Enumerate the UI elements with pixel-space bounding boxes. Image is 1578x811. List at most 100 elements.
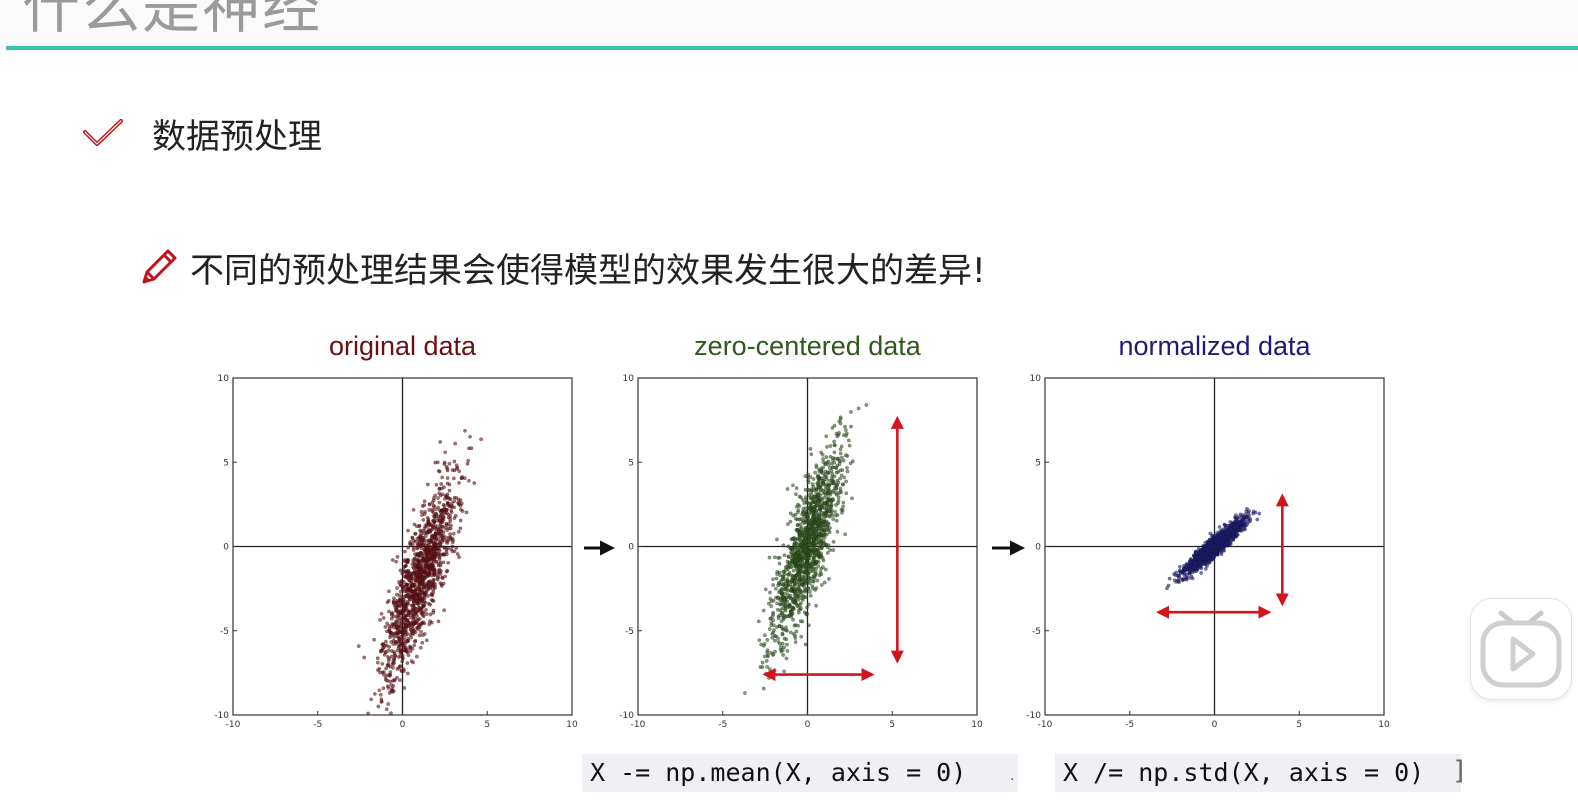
scatter-point [413, 639, 417, 644]
chart-title: zero-centered data [694, 331, 922, 361]
scatter-point [407, 595, 412, 599]
scatter-point [791, 513, 796, 518]
scatter-point [783, 597, 788, 601]
scatter-point [453, 441, 458, 446]
scatter-point [440, 534, 444, 539]
scatter-point [425, 515, 430, 520]
scatter-point [420, 610, 425, 615]
scatter-point [821, 457, 825, 461]
scatter-point [406, 653, 411, 658]
scatter-point [1181, 577, 1185, 582]
scatter-point [408, 633, 413, 637]
scatter-point [824, 511, 829, 516]
scatter-point [1240, 517, 1245, 522]
scatter-point [836, 495, 841, 500]
scatter-point [818, 508, 823, 513]
scatter-point [805, 605, 809, 610]
scatter-point [385, 678, 390, 683]
scatter-point [430, 500, 435, 505]
scatter-point [829, 461, 834, 466]
scatter-point [844, 491, 849, 496]
scatter-point [451, 538, 455, 542]
scatter-point [771, 618, 776, 623]
scatter-point [387, 589, 391, 594]
scatter-point [389, 711, 393, 716]
scatter-point [428, 567, 433, 572]
scatter-point [799, 525, 804, 530]
scatter-point [436, 575, 441, 580]
scatter-point [811, 541, 816, 545]
scatter-point [779, 645, 783, 650]
scatter-point [801, 498, 805, 502]
scatter-point [405, 619, 410, 624]
scatter-point [816, 475, 821, 480]
scatter-point [410, 536, 415, 541]
scatter-point [788, 582, 793, 587]
pencil-icon [142, 249, 177, 284]
scatter-point [432, 577, 436, 582]
scatter-point [376, 704, 381, 709]
scatter-point [391, 614, 396, 619]
scatter-point [390, 622, 394, 626]
scatter-point [413, 552, 417, 556]
scatter-point [784, 628, 788, 632]
scatter-point [411, 660, 415, 665]
scatter-point [810, 584, 815, 589]
scatter-point [830, 513, 835, 518]
scatter-point [763, 587, 768, 592]
scatter-point [822, 495, 827, 500]
scatter-point [394, 619, 398, 624]
scatter-point [808, 522, 812, 527]
scatter-point [808, 553, 813, 558]
scatter-point [1213, 550, 1217, 554]
scatter-point [796, 610, 801, 615]
scatter-point [821, 505, 825, 510]
scatter-point [401, 609, 406, 614]
scatter-point [436, 569, 441, 573]
scatter-point [389, 683, 394, 687]
scatter-point [440, 475, 445, 480]
scatter-point [1174, 570, 1179, 575]
scatter-point [797, 517, 802, 522]
scatter-point [766, 601, 771, 606]
scatter-point [387, 609, 391, 614]
scatter-point [384, 639, 388, 644]
scatter-point [844, 428, 848, 432]
scatter-point [1203, 562, 1208, 567]
scatter-point [806, 487, 811, 492]
scatter-point [836, 470, 840, 474]
scatter-point [410, 583, 415, 587]
scatter-point [398, 643, 402, 648]
scatter-point [838, 447, 843, 452]
scatter-point [790, 578, 794, 583]
scatter-point [431, 544, 435, 549]
scatter-point [791, 558, 796, 563]
scatter-point [803, 642, 808, 647]
scatter-point [808, 447, 813, 451]
scatter-point [840, 482, 845, 487]
scatter-point [445, 466, 450, 471]
scatter-point [1197, 560, 1202, 565]
scatter-point [806, 586, 811, 591]
video-player-button[interactable] [1470, 598, 1572, 700]
scatter-point [449, 510, 454, 515]
scatter-point [774, 586, 778, 591]
scatter-point [776, 640, 781, 644]
scatter-point [791, 632, 796, 636]
scatter-point [835, 463, 840, 468]
scatter-point [438, 493, 443, 498]
scatter-point [783, 587, 787, 591]
scatter-point [758, 665, 763, 669]
scatter-point [449, 523, 453, 528]
scatter-point [798, 566, 803, 571]
scatter-point [756, 619, 761, 624]
scatter-point [806, 505, 811, 510]
scatter-point [402, 613, 406, 617]
scatter-point [407, 623, 412, 627]
scatter-point [1199, 566, 1204, 571]
scatter-point [794, 629, 799, 634]
scatter-point [1167, 576, 1172, 581]
scatter-point [415, 596, 419, 600]
scatter-point [411, 613, 416, 618]
scatter-point [842, 475, 847, 480]
